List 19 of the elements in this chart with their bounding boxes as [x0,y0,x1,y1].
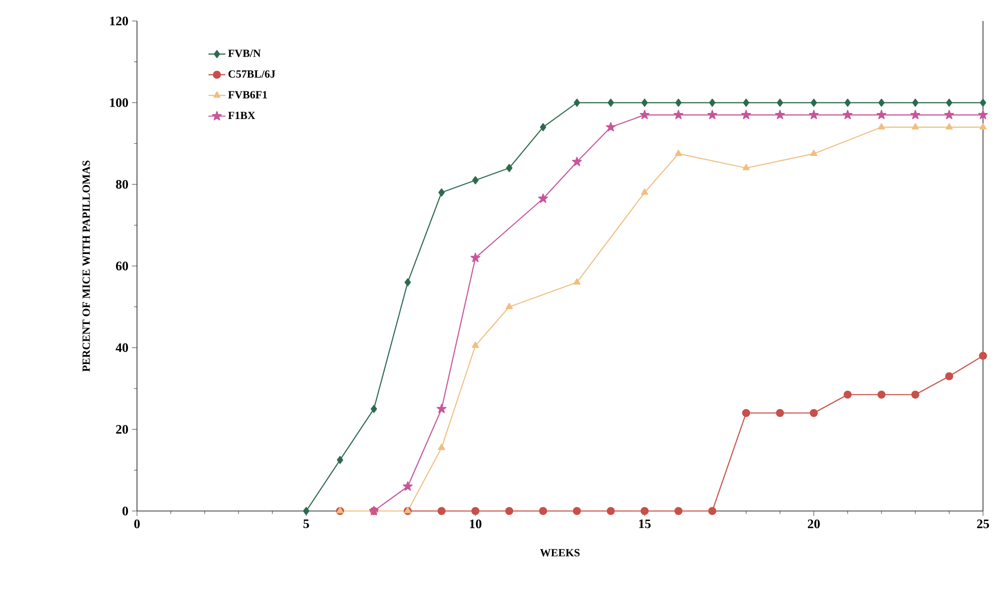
legend-label: C57BL/6J [228,70,276,78]
x-tick-label: 15 [639,520,651,528]
x-tick-label: 10 [470,520,482,528]
y-tick-label: 0 [122,506,128,516]
x-tick-label: 25 [977,520,990,528]
x-tick-label: 5 [303,520,309,528]
y-tick-label: 60 [116,262,128,270]
y-tick-label: 100 [110,98,128,108]
legend-label: FVB/N [228,50,261,58]
x-axis-title: WEEKS [540,549,580,556]
y-tick-label: 120 [110,16,128,26]
y-tick-label: 40 [116,343,128,352]
y-tick-label: 80 [116,180,128,189]
legend-label: F1BX [228,112,256,120]
x-tick-label: 0 [134,520,140,528]
legend-label: FVB6F1 [228,91,267,98]
y-tick-label: 20 [116,424,128,434]
x-tick-label: 20 [808,520,820,528]
y-axis-title: PERCENT OF MICE WITH PAPILLOMAS [82,160,90,372]
